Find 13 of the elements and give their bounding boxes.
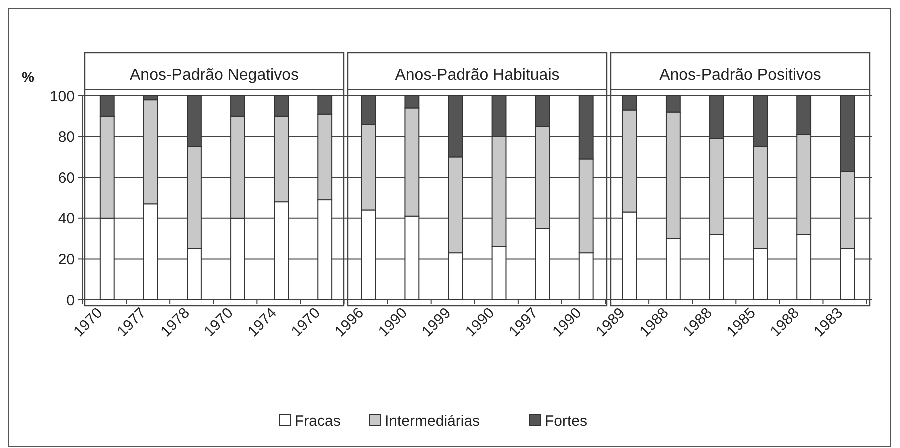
text: Anos-Padrão Negativos [130,67,299,84]
legend-label: Fortes [545,413,588,430]
text: Anos-Padrão Habituais [395,67,560,84]
y-axis-title: % [22,69,35,85]
legend-label: Fracas [295,413,341,430]
y-tick-label: 100 [50,88,75,106]
y-tick-label: 20 [58,251,75,268]
y-tick-label: 0 [66,292,75,310]
y-tick-label: 80 [58,129,75,146]
y-tick-label: 60 [58,170,75,187]
text: Anos-Padrão Positivos [660,67,822,84]
legend-label: Intermediárias [385,413,480,430]
y-tick-label: 40 [58,210,75,228]
